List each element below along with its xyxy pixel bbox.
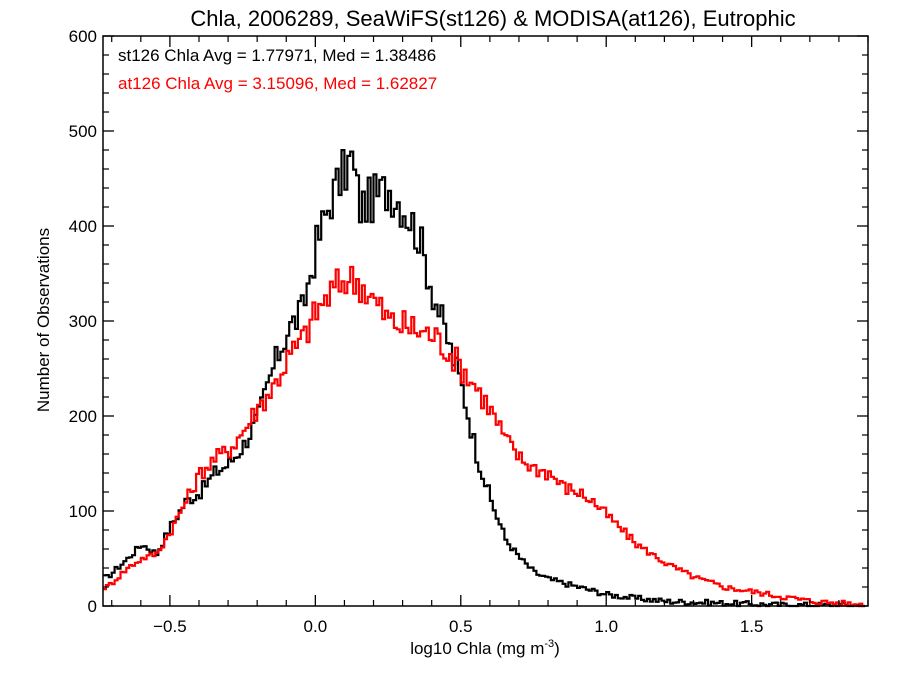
x-axis-label-close: ): [554, 639, 560, 658]
y-tick-label: 300: [69, 312, 97, 331]
series-layer: [103, 149, 866, 608]
y-axis-label: Number of Observations: [34, 228, 53, 412]
series-1-line: [103, 149, 866, 608]
y-tick-label: 100: [69, 502, 97, 521]
y-tick-label: 200: [69, 407, 97, 426]
x-axis-label: log10 Chla (mg m-3): [410, 638, 560, 658]
annotation-2: at126 Chla Avg = 3.15096, Med = 1.62827: [118, 74, 437, 93]
plot-frame: [102, 35, 869, 607]
annotations: st126 Chla Avg = 1.77971, Med = 1.38486 a…: [118, 46, 437, 93]
axes-layer: −0.5 0.0 0.5 1.0 1.5 0 100 200 300 400 500 600: [69, 27, 869, 636]
x-tick-label: 0.0: [304, 617, 328, 636]
y-tick-label: 600: [69, 27, 97, 46]
series-2-line: [103, 265, 866, 608]
x-tick-label: 0.5: [449, 617, 473, 636]
y-tick-label: 400: [69, 217, 97, 236]
x-axis-label-superscript: -3: [544, 638, 554, 650]
annotation-1: st126 Chla Avg = 1.77971, Med = 1.38486: [118, 46, 436, 65]
x-tick-label: 1.0: [594, 617, 618, 636]
x-axis-label-main: log10 Chla (mg m: [410, 639, 544, 658]
y-tick-label: 500: [69, 122, 97, 141]
x-tick-label: 1.5: [740, 617, 764, 636]
x-tick-label: −0.5: [153, 617, 187, 636]
chart-title: Chla, 2006289, SeaWiFS(st126) & MODISA(a…: [190, 6, 795, 31]
y-tick-label: 0: [88, 597, 97, 616]
